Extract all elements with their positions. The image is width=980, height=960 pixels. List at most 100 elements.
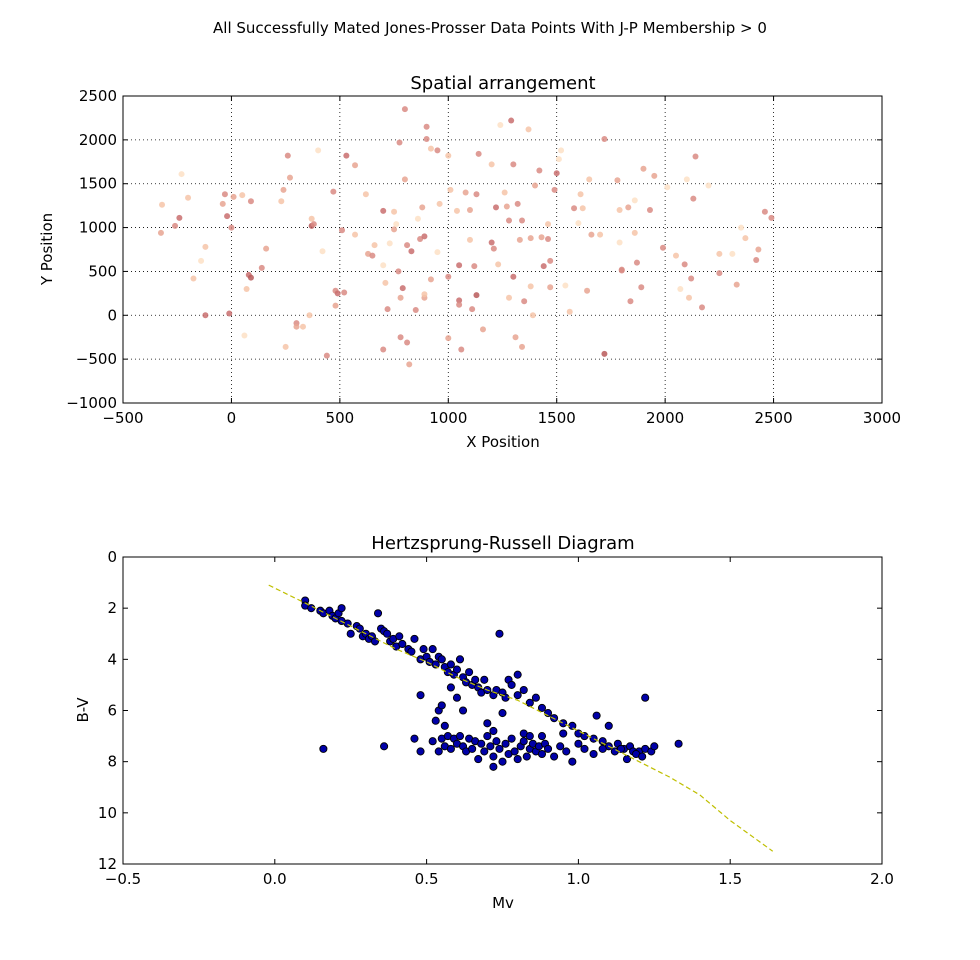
spatial-point [466, 236, 473, 243]
hr-point [507, 734, 516, 743]
spatial-point [226, 310, 233, 317]
spatial-point [380, 207, 387, 214]
spatial-x-tick-label: 2500 [754, 409, 792, 427]
spatial-point [729, 250, 736, 257]
spatial-point [510, 161, 517, 168]
spatial-point [306, 312, 313, 319]
spatial-point [597, 231, 604, 238]
hr-x-tick-label: 1.0 [566, 870, 590, 888]
spatial-point [427, 145, 434, 152]
spatial-point [633, 259, 640, 266]
hr-point [674, 739, 683, 748]
hr-point [498, 709, 507, 718]
spatial-x-axis-label: X Position [466, 433, 539, 451]
spatial-point [395, 268, 402, 275]
hr-point [568, 757, 577, 766]
hr-point [383, 629, 392, 638]
hr-point [407, 647, 416, 656]
spatial-x-tick-label: 500 [326, 409, 355, 427]
spatial-point [571, 205, 578, 212]
hr-y-tick-label: 2 [107, 599, 117, 617]
hr-point [458, 706, 468, 715]
spatial-point [284, 152, 291, 159]
spatial-point [423, 123, 430, 130]
spatial-point [768, 214, 775, 221]
spatial-point [396, 139, 403, 146]
spatial-point [651, 172, 658, 179]
spatial-point [401, 176, 408, 183]
spatial-point [575, 220, 582, 227]
hr-point [489, 762, 498, 771]
spatial-point [456, 262, 463, 269]
hr-point [525, 732, 534, 741]
hr-point [622, 755, 632, 764]
spatial-plot-points [157, 106, 775, 368]
spatial-point [558, 147, 565, 154]
hr-point [580, 744, 589, 753]
spatial-point [445, 152, 452, 159]
hr-point [373, 609, 383, 618]
spatial-point [185, 194, 192, 201]
hr-y-tick-label: 10 [98, 804, 117, 822]
hr-plot-points [301, 596, 683, 771]
hr-point [489, 726, 498, 736]
spatial-point [521, 298, 528, 305]
spatial-y-tick-label: 2000 [79, 131, 117, 149]
spatial-point [497, 121, 504, 128]
hr-point [519, 737, 528, 746]
spatial-point [341, 289, 348, 296]
spatial-point [308, 215, 315, 222]
spatial-point [469, 306, 476, 313]
spatial-y-tick-label: 2500 [79, 87, 117, 105]
hr-point [419, 645, 428, 654]
spatial-point [536, 167, 543, 174]
spatial-point [384, 306, 391, 313]
spatial-point [527, 235, 534, 242]
hr-point [604, 721, 613, 730]
spatial-point [685, 294, 692, 301]
hr-y-tick-label: 0 [107, 548, 117, 566]
hr-point [550, 752, 559, 761]
spatial-point [519, 217, 526, 224]
spatial-plot-title: Spatial arrangement [410, 73, 595, 94]
hr-point [650, 742, 659, 751]
hr-point [531, 693, 540, 702]
spatial-arrangement-plot: Spatial arrangement −500 0 500 1000 1500 2000… [38, 73, 901, 451]
hr-point [452, 693, 462, 702]
spatial-point [699, 304, 706, 311]
spatial-point [638, 284, 645, 291]
spatial-point [352, 162, 359, 169]
hr-y-tick-label: 12 [98, 855, 117, 873]
spatial-y-tick-label: 1500 [79, 175, 117, 193]
hr-point [513, 691, 522, 700]
spatial-point [755, 246, 762, 253]
spatial-y-tick-label: −1000 [66, 394, 117, 412]
spatial-point [690, 195, 697, 202]
spatial-point [282, 343, 289, 350]
spatial-point [503, 203, 510, 210]
hr-point [398, 639, 407, 649]
hr-x-tick-label: 2.0 [870, 870, 894, 888]
hr-point [562, 747, 571, 756]
hr-point [489, 752, 498, 761]
spatial-point [692, 153, 699, 160]
spatial-x-tick-label: −500 [102, 409, 143, 427]
spatial-point [343, 152, 350, 159]
spatial-point [456, 297, 463, 304]
hr-x-tick-label: 0.5 [415, 870, 439, 888]
spatial-point [579, 205, 586, 212]
spatial-x-tick-label: 1000 [429, 409, 467, 427]
spatial-point [330, 188, 337, 195]
hr-point [501, 739, 510, 748]
spatial-point [224, 213, 231, 220]
spatial-point [202, 312, 209, 319]
hr-point [446, 660, 455, 669]
spatial-point [473, 292, 480, 299]
hr-x-tick-label: 1.5 [718, 870, 742, 888]
hr-point [559, 729, 568, 738]
spatial-point [178, 171, 185, 178]
spatial-y-tick-label: 500 [88, 262, 117, 280]
spatial-point [545, 221, 552, 228]
spatial-point [538, 234, 545, 241]
hr-point [537, 749, 547, 759]
